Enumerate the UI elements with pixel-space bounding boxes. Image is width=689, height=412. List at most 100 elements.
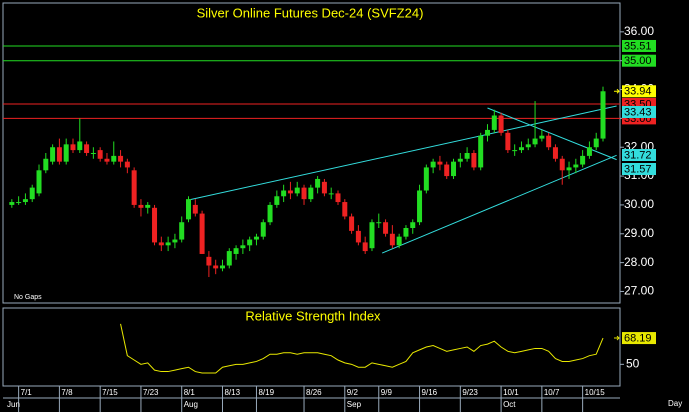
x-tick-label: 10/15 xyxy=(585,388,606,397)
candle-body xyxy=(43,158,49,171)
candle-body xyxy=(315,178,321,188)
candle-body xyxy=(104,158,110,162)
x-tick-label: 10/1 xyxy=(503,388,519,397)
candle-body xyxy=(77,141,83,151)
trendline-label: 31.57 xyxy=(624,163,652,175)
y-tick-label: 36.00 xyxy=(624,24,654,38)
candle-body xyxy=(213,265,219,269)
y-tick-label: 27.00 xyxy=(624,284,654,298)
candle-body xyxy=(29,187,35,200)
candle-body xyxy=(512,150,518,152)
candle-body xyxy=(158,242,164,246)
x-tick-label: 10/7 xyxy=(544,388,560,397)
candle-body xyxy=(417,190,423,223)
trendline-label-box xyxy=(622,149,656,161)
y-tick-label: 30.00 xyxy=(624,197,654,211)
candle-body xyxy=(376,222,382,224)
chart-title: Silver Online Futures Dec-24 (SVFZ24) xyxy=(197,5,424,20)
rsi-arrow xyxy=(614,335,620,341)
candle-body xyxy=(559,158,565,171)
candle-body xyxy=(484,129,490,136)
y2-tick-label: 50 xyxy=(626,357,640,371)
candle-body xyxy=(383,222,389,234)
level-label: 35.00 xyxy=(624,55,652,67)
candle-body xyxy=(552,147,558,159)
rsi-last-label: 68.19 xyxy=(624,332,652,344)
candle-body xyxy=(138,204,144,208)
candle-body xyxy=(281,190,287,197)
candle-body xyxy=(389,233,395,246)
candle-body xyxy=(36,170,42,194)
candle-body xyxy=(50,147,56,162)
candle-body xyxy=(600,91,606,139)
candle-body xyxy=(586,147,592,156)
note: No Gaps xyxy=(14,294,42,301)
rsi-title: Relative Strength Index xyxy=(245,308,381,323)
candle-body xyxy=(525,144,531,148)
candle-body xyxy=(471,153,477,168)
candle-body xyxy=(396,236,402,246)
candle-body xyxy=(423,167,429,191)
candle-body xyxy=(464,153,470,159)
trendline xyxy=(487,107,617,161)
candle-body xyxy=(580,155,586,165)
candle-body xyxy=(56,147,62,162)
y-tick-label: 28.00 xyxy=(624,255,654,269)
candle-body xyxy=(63,144,69,162)
candle-body xyxy=(342,202,348,217)
candle-body xyxy=(84,144,90,153)
candle-body xyxy=(444,164,450,177)
level-label-box xyxy=(622,39,656,52)
candle-body xyxy=(410,222,416,228)
candle-body xyxy=(199,213,205,254)
rsi-line xyxy=(120,323,604,374)
candle-body xyxy=(491,115,497,130)
candle-body xyxy=(165,242,171,246)
candle-body xyxy=(240,245,246,249)
candle-body xyxy=(321,181,327,194)
candle-body xyxy=(478,135,484,168)
x-tick-label: 9/23 xyxy=(462,388,478,397)
candle-body xyxy=(186,199,192,220)
x-tick-label: 8/13 xyxy=(224,388,240,397)
candle-body xyxy=(335,193,341,203)
candle-body xyxy=(498,115,504,133)
candle-body xyxy=(355,230,361,243)
trendline-label-box xyxy=(622,163,656,175)
x-tick-label: 9/16 xyxy=(422,388,438,397)
candle-body xyxy=(362,242,368,252)
candle-body xyxy=(233,248,239,254)
y-tick-label: 29.00 xyxy=(624,226,654,240)
candle-body xyxy=(111,155,117,162)
level-label-box xyxy=(622,54,656,67)
candle-body xyxy=(192,204,198,214)
candle-body xyxy=(566,167,572,171)
candle-body xyxy=(437,161,443,165)
trendline-label-box xyxy=(622,106,656,118)
candle-body xyxy=(90,153,96,154)
month-label: Sep xyxy=(347,400,362,409)
candle-body xyxy=(97,150,103,159)
x-tick-label: 8/26 xyxy=(306,388,322,397)
x-tick-label: 9/9 xyxy=(381,388,393,397)
month-label: Jun xyxy=(7,400,20,409)
candle-body xyxy=(260,222,266,237)
candle-body xyxy=(403,228,409,237)
month-label: Aug xyxy=(184,400,198,409)
level-label: 35.51 xyxy=(624,40,652,52)
price-panel xyxy=(2,2,621,304)
candle-body xyxy=(145,204,151,208)
x-tick-label: 7/23 xyxy=(143,388,159,397)
last-arrow xyxy=(614,88,620,94)
candle-body xyxy=(287,190,293,194)
candle-body xyxy=(118,155,124,162)
x-tick-label: 7/8 xyxy=(61,388,73,397)
candle-body xyxy=(430,161,436,168)
candle-body xyxy=(124,161,130,168)
candle-body xyxy=(308,187,314,200)
candle-body xyxy=(369,222,375,249)
candle-body xyxy=(328,193,334,195)
candle-body xyxy=(206,256,212,266)
candle-body xyxy=(274,196,280,205)
